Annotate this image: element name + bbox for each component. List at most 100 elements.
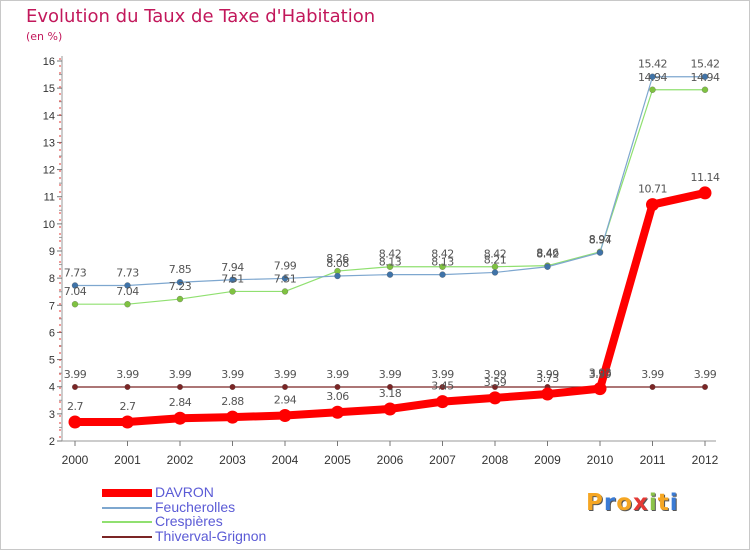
data-point-feucherolles <box>439 271 446 278</box>
proxiti-logo: Proxiti <box>586 490 679 516</box>
data-point-feucherolles <box>491 269 499 276</box>
y-tick-label: 11 <box>44 192 55 204</box>
y-tick-label: 6 <box>49 327 55 339</box>
legend-swatch <box>102 521 152 523</box>
data-label-thiverval-grignon: 3.99 <box>589 368 612 381</box>
data-point-davron <box>331 405 344 419</box>
data-label-davron: 3.06 <box>326 390 349 403</box>
data-label-thiverval-grignon: 3.99 <box>536 368 559 381</box>
data-label-crespi-res: 8.42 <box>431 248 454 261</box>
x-tick-label: 2008 <box>482 453 509 467</box>
data-point-crespi-res <box>124 301 131 308</box>
data-label-feucherolles: 15.42 <box>638 58 667 71</box>
data-point-davron <box>383 402 397 416</box>
data-label-feucherolles: 7.73 <box>64 266 87 279</box>
chart-subtitle: (en %) <box>26 30 63 43</box>
data-point-feucherolles <box>701 73 709 80</box>
y-tick-label: 13 <box>43 137 55 149</box>
data-point-davron <box>541 387 554 401</box>
data-point-davron <box>436 395 449 409</box>
data-label-davron: 2.94 <box>274 393 297 406</box>
data-label-davron: 3.93 <box>589 367 612 380</box>
data-label-crespi-res: 8.26 <box>326 252 349 265</box>
x-tick-label: 2000 <box>62 453 89 467</box>
data-label-davron: 3.59 <box>484 376 507 389</box>
data-point-davron <box>646 198 659 212</box>
data-point-crespi-res <box>176 295 184 303</box>
data-label-feucherolles: 8.13 <box>431 256 454 269</box>
legend-label: DAVRON <box>155 484 214 500</box>
data-label-thiverval-grignon: 3.99 <box>64 368 87 381</box>
x-tick-label: 2004 <box>272 453 299 467</box>
legend-swatch <box>102 535 152 538</box>
data-label-crespi-res: 7.51 <box>221 272 244 285</box>
logo-letter: P <box>586 490 604 516</box>
data-point-davron <box>278 408 292 422</box>
data-label-crespi-res: 7.51 <box>274 272 297 285</box>
data-point-crespi-res <box>649 86 656 93</box>
data-label-crespi-res: 7.04 <box>116 285 139 298</box>
y-tick-label: 8 <box>49 273 55 285</box>
data-point-thiverval-grignon <box>387 384 393 390</box>
data-point-crespi-res <box>229 288 236 295</box>
data-label-crespi-res: 7.23 <box>169 280 192 293</box>
data-point-crespi-res <box>71 301 79 308</box>
logo-letter: x <box>633 490 649 516</box>
data-point-davron <box>121 415 134 429</box>
data-label-davron: 2.7 <box>67 400 83 413</box>
data-label-thiverval-grignon: 3.99 <box>116 368 139 381</box>
logo-letter: r <box>603 490 617 516</box>
data-point-thiverval-grignon <box>282 384 288 390</box>
data-point-feucherolles <box>386 271 394 278</box>
x-tick-label: 2003 <box>219 453 246 467</box>
data-label-crespi-res: 8.97 <box>589 233 612 246</box>
data-label-crespi-res: 8.42 <box>379 248 402 261</box>
data-point-feucherolles <box>544 263 551 270</box>
data-label-crespi-res: 14.94 <box>691 71 720 84</box>
logo-letter: i <box>669 490 679 516</box>
data-point-crespi-res <box>281 288 289 295</box>
data-label-davron: 3.73 <box>536 372 559 385</box>
logo-letter: i <box>648 490 658 516</box>
data-point-feucherolles <box>124 282 131 289</box>
y-tick-label: 14 <box>43 110 55 122</box>
data-label-thiverval-grignon: 3.99 <box>274 368 297 381</box>
legend-swatch <box>102 506 152 509</box>
y-tick-label: 5 <box>49 355 55 367</box>
data-label-thiverval-grignon: 3.99 <box>326 368 349 381</box>
legend-label: Crespières <box>155 513 223 529</box>
y-tick-label: 7 <box>49 300 55 312</box>
data-label-feucherolles: 8.13 <box>379 256 402 269</box>
data-label-thiverval-grignon: 3.99 <box>379 368 402 381</box>
data-label-crespi-res: 8.42 <box>484 248 507 261</box>
data-point-davron <box>226 410 239 424</box>
data-point-feucherolles <box>71 282 79 289</box>
data-point-thiverval-grignon <box>439 384 446 390</box>
data-point-davron <box>593 382 607 396</box>
data-label-feucherolles: 8.08 <box>326 257 349 270</box>
data-label-thiverval-grignon: 3.99 <box>431 368 454 381</box>
y-tick-label: 2 <box>49 436 55 448</box>
x-tick-label: 2001 <box>114 453 141 467</box>
data-label-feucherolles: 7.94 <box>221 261 244 274</box>
data-label-feucherolles: 15.42 <box>691 58 720 71</box>
data-label-feucherolles: 7.73 <box>116 266 139 279</box>
y-tick-label: 10 <box>43 219 55 231</box>
data-label-feucherolles: 7.85 <box>169 263 192 276</box>
y-tick-label: 3 <box>49 409 55 421</box>
x-tick-label: 2010 <box>587 453 614 467</box>
x-tick-label: 2007 <box>429 453 456 467</box>
logo-letter: t <box>657 490 670 516</box>
data-label-davron: 2.84 <box>169 396 192 409</box>
x-tick-label: 2009 <box>534 453 561 467</box>
data-point-davron <box>68 415 82 429</box>
y-tick-label: 15 <box>43 83 55 95</box>
y-tick-label: 16 <box>43 56 55 68</box>
data-label-feucherolles: 8.42 <box>536 248 559 261</box>
data-label-crespi-res: 7.04 <box>64 285 87 298</box>
legend-swatch <box>102 489 152 497</box>
data-label-thiverval-grignon: 3.99 <box>221 368 244 381</box>
data-point-crespi-res <box>439 263 446 270</box>
data-point-feucherolles <box>649 73 656 80</box>
